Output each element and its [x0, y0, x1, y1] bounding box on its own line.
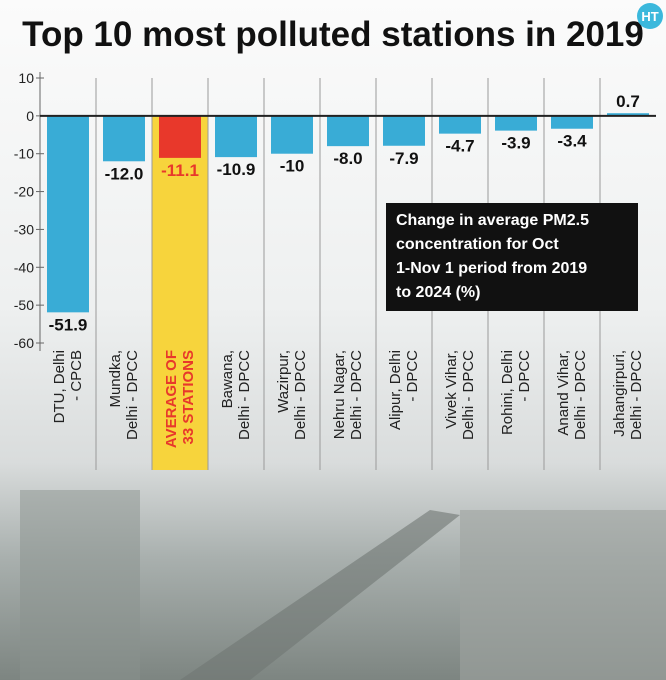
x-tick-label: Nehru Nagar, Delhi - DPCC — [331, 350, 365, 441]
value-label: -10 — [280, 157, 305, 176]
backdrop — [20, 490, 140, 680]
bar — [271, 115, 313, 154]
bar — [607, 113, 649, 116]
x-tick-label: Rohini, Delhi - DPCC — [499, 350, 533, 436]
value-label: -12.0 — [105, 164, 144, 183]
bar — [103, 115, 145, 162]
y-tick-label: -50 — [14, 297, 34, 313]
y-tick-label: -40 — [14, 259, 34, 275]
value-label: -7.9 — [389, 149, 418, 168]
y-tick-label: -10 — [14, 146, 34, 162]
y-tick-label: -20 — [14, 184, 34, 200]
bar — [159, 115, 201, 158]
x-tick-label: Jahangirpuri, Delhi - DPCC — [611, 350, 645, 441]
value-label: -11.1 — [161, 161, 199, 180]
bar — [439, 115, 481, 134]
x-tick-label: Anand Vihar, Delhi - DPCC — [555, 350, 589, 441]
logo: HT — [641, 9, 658, 24]
value-label: -4.7 — [445, 137, 474, 156]
y-tick-label: 0 — [26, 108, 34, 124]
bar — [495, 115, 537, 131]
x-tick-label: AVERAGE OF 33 STATIONS — [163, 350, 197, 449]
bar — [551, 115, 593, 129]
value-label: 0.7 — [616, 92, 640, 111]
y-tick-label: -30 — [14, 221, 34, 237]
value-label: -10.9 — [217, 160, 256, 179]
y-tick-label: 10 — [18, 70, 34, 86]
logo-badge — [637, 3, 663, 29]
annotation: Change in average PM2.5 concentration fo… — [386, 203, 638, 311]
backdrop — [180, 510, 460, 680]
bar — [383, 115, 425, 146]
x-tick-label: DTU, Delhi - CPCB — [51, 350, 85, 424]
bar — [47, 115, 89, 313]
x-tick-label: Wazirpur, Delhi - DPCC — [275, 350, 309, 441]
value-label: -3.4 — [557, 132, 587, 151]
value-label: -3.9 — [501, 134, 530, 153]
value-label: -51.9 — [49, 315, 88, 334]
x-tick-label: Mundka, Delhi - DPCC — [107, 350, 141, 441]
bar — [215, 115, 257, 158]
value-label: -8.0 — [333, 149, 362, 168]
x-tick-label: Bawana, Delhi - DPCC — [219, 350, 253, 441]
highlight-band — [152, 115, 208, 470]
x-tick-label: Alipur, Delhi - DPCC — [387, 350, 421, 431]
x-tick-label: Vivek Vihar, Delhi - DPCC — [443, 350, 477, 441]
y-tick-label: -60 — [14, 335, 34, 351]
backdrop — [460, 510, 666, 680]
bar — [327, 115, 369, 147]
chart-title: Top 10 most polluted stations in 2019 — [22, 15, 644, 54]
